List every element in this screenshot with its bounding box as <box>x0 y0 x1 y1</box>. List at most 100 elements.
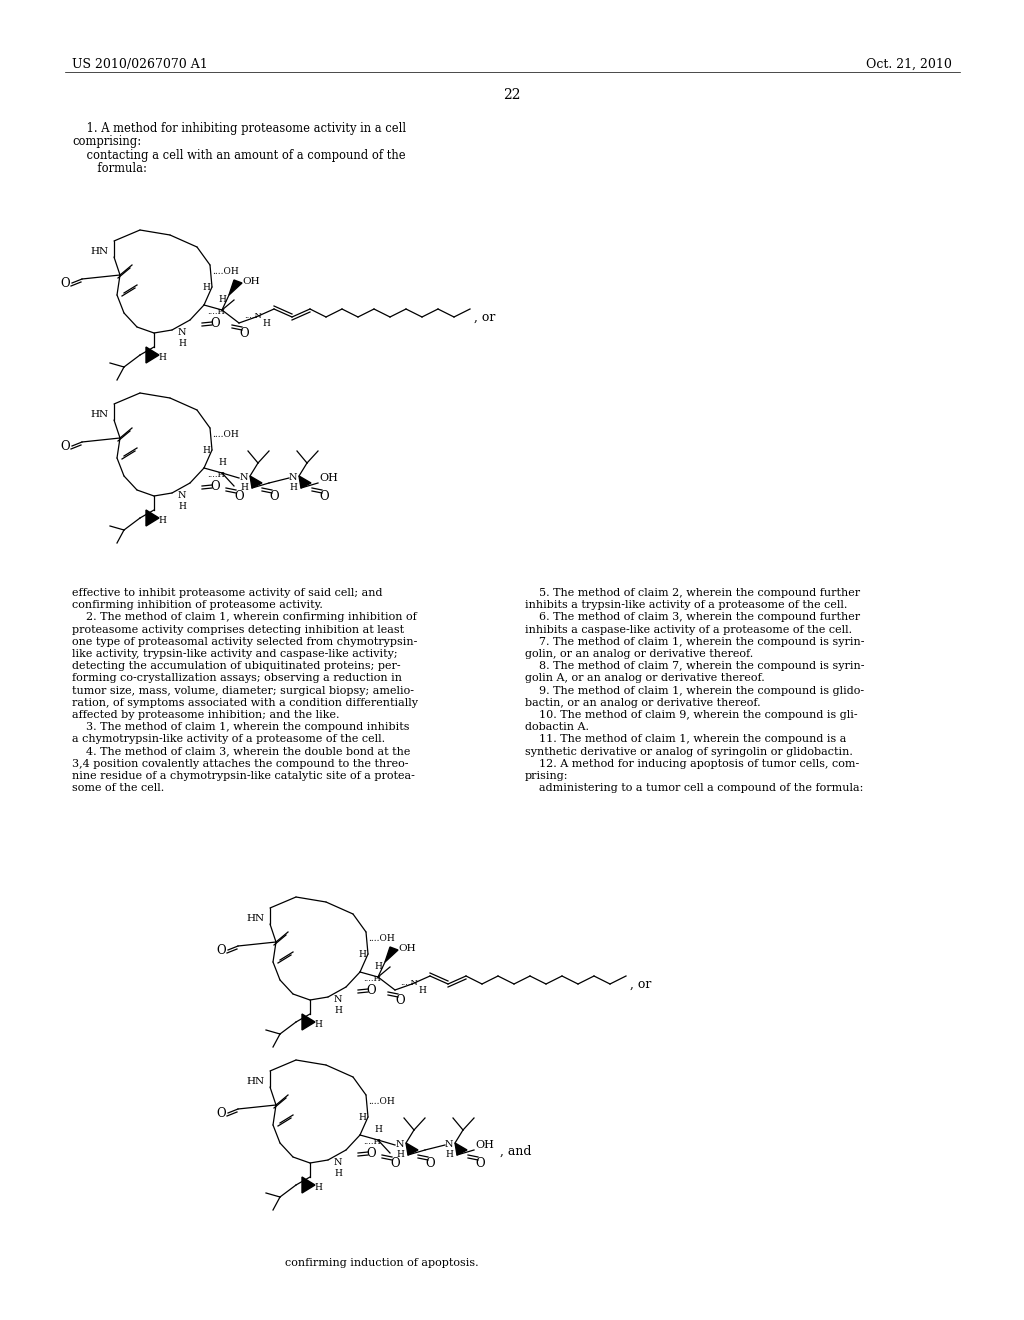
Text: one type of proteasomal activity selected from chymotrypsin-: one type of proteasomal activity selecte… <box>72 636 418 647</box>
Text: administering to a tumor cell a compound of the formula:: administering to a tumor cell a compound… <box>525 783 863 793</box>
Polygon shape <box>146 347 159 363</box>
Text: nine residue of a chymotrypsin-like catalytic site of a protea-: nine residue of a chymotrypsin-like cata… <box>72 771 415 781</box>
Text: O: O <box>239 327 249 341</box>
Text: confirming induction of apoptosis.: confirming induction of apoptosis. <box>285 1258 478 1269</box>
Text: H: H <box>218 294 226 304</box>
Text: H: H <box>445 1150 453 1159</box>
Text: ration, of symptoms associated with a condition differentially: ration, of symptoms associated with a co… <box>72 698 418 708</box>
Text: golin A, or an analog or derivative thereof.: golin A, or an analog or derivative ther… <box>525 673 765 684</box>
Text: O: O <box>60 440 70 453</box>
Text: H: H <box>418 986 426 995</box>
Text: prising:: prising: <box>525 771 568 781</box>
Text: inhibits a caspase-like activity of a proteasome of the cell.: inhibits a caspase-like activity of a pr… <box>525 624 852 635</box>
Text: O: O <box>390 1158 399 1170</box>
Text: OH: OH <box>475 1140 494 1150</box>
Text: H: H <box>202 446 210 455</box>
Text: H: H <box>358 950 366 960</box>
Text: Oct. 21, 2010: Oct. 21, 2010 <box>866 58 952 71</box>
Polygon shape <box>455 1143 467 1155</box>
Polygon shape <box>302 1177 315 1193</box>
Text: 3,4 position covalently attaches the compound to the threo-: 3,4 position covalently attaches the com… <box>72 759 409 768</box>
Text: N: N <box>445 1140 454 1148</box>
Polygon shape <box>250 477 262 488</box>
Text: H: H <box>202 282 210 292</box>
Text: , or: , or <box>630 978 651 991</box>
Polygon shape <box>406 1143 418 1155</box>
Text: ....N: ....N <box>400 979 418 987</box>
Text: OH: OH <box>319 473 338 483</box>
Text: O: O <box>234 490 244 503</box>
Text: dobactin A.: dobactin A. <box>525 722 589 733</box>
Text: O: O <box>319 490 329 503</box>
Text: forming co-crystallization assays; observing a reduction in: forming co-crystallization assays; obser… <box>72 673 402 684</box>
Text: a chymotrypsin-like activity of a proteasome of the cell.: a chymotrypsin-like activity of a protea… <box>72 734 385 744</box>
Text: N: N <box>240 473 249 482</box>
Text: N: N <box>178 327 186 337</box>
Text: 9. The method of claim 1, wherein the compound is glido-: 9. The method of claim 1, wherein the co… <box>525 685 864 696</box>
Text: H: H <box>334 1006 342 1015</box>
Text: 2. The method of claim 1, wherein confirming inhibition of: 2. The method of claim 1, wherein confir… <box>72 612 417 623</box>
Text: H: H <box>262 319 270 327</box>
Text: ....H: ....H <box>362 975 381 983</box>
Text: inhibits a trypsin-like activity of a proteasome of the cell.: inhibits a trypsin-like activity of a pr… <box>525 601 848 610</box>
Text: O: O <box>210 480 219 492</box>
Text: ....OH: ....OH <box>212 430 239 440</box>
Text: proteasome activity comprises detecting inhibition at least: proteasome activity comprises detecting … <box>72 624 404 635</box>
Text: H: H <box>240 483 248 492</box>
Text: 6. The method of claim 3, wherein the compound further: 6. The method of claim 3, wherein the co… <box>525 612 860 623</box>
Text: H: H <box>158 352 166 362</box>
Text: HN: HN <box>246 913 264 923</box>
Text: affected by proteasome inhibition; and the like.: affected by proteasome inhibition; and t… <box>72 710 340 719</box>
Text: N: N <box>334 1158 342 1167</box>
Text: N: N <box>334 995 342 1005</box>
Text: US 2010/0267070 A1: US 2010/0267070 A1 <box>72 58 208 71</box>
Text: HN: HN <box>246 1077 264 1086</box>
Text: HN: HN <box>90 411 109 418</box>
Text: 22: 22 <box>503 88 521 102</box>
Text: ....N: ....N <box>244 312 262 319</box>
Text: H: H <box>158 516 166 525</box>
Text: ....OH: ....OH <box>212 267 239 276</box>
Polygon shape <box>302 1014 315 1030</box>
Text: 3. The method of claim 1, wherein the compound inhibits: 3. The method of claim 1, wherein the co… <box>72 722 410 733</box>
Text: 12. A method for inducing apoptosis of tumor cells, com-: 12. A method for inducing apoptosis of t… <box>525 759 859 768</box>
Text: H: H <box>314 1183 322 1192</box>
Text: O: O <box>216 1107 225 1119</box>
Polygon shape <box>299 477 311 488</box>
Text: 8. The method of claim 7, wherein the compound is syrin-: 8. The method of claim 7, wherein the co… <box>525 661 864 671</box>
Text: effective to inhibit proteasome activity of said cell; and: effective to inhibit proteasome activity… <box>72 587 383 598</box>
Text: like activity, trypsin-like activity and caspase-like activity;: like activity, trypsin-like activity and… <box>72 649 397 659</box>
Text: O: O <box>366 1147 376 1160</box>
Text: N: N <box>396 1140 404 1148</box>
Text: some of the cell.: some of the cell. <box>72 783 164 793</box>
Text: N: N <box>178 491 186 500</box>
Text: O: O <box>216 944 225 957</box>
Text: O: O <box>425 1158 434 1170</box>
Text: HN: HN <box>90 247 109 256</box>
Text: H: H <box>374 962 382 972</box>
Text: H: H <box>289 483 297 492</box>
Text: H: H <box>334 1170 342 1177</box>
Text: formula:: formula: <box>72 162 146 176</box>
Text: 5. The method of claim 2, wherein the compound further: 5. The method of claim 2, wherein the co… <box>525 587 860 598</box>
Text: comprising:: comprising: <box>72 136 141 149</box>
Text: synthetic derivative or analog of syringolin or glidobactin.: synthetic derivative or analog of syring… <box>525 747 853 756</box>
Text: H: H <box>396 1150 403 1159</box>
Text: ....H: ....H <box>207 308 225 315</box>
Text: O: O <box>269 490 279 503</box>
Text: 10. The method of claim 9, wherein the compound is gli-: 10. The method of claim 9, wherein the c… <box>525 710 858 719</box>
Text: H: H <box>178 502 186 511</box>
Text: O: O <box>475 1158 484 1170</box>
Text: O: O <box>60 277 70 290</box>
Polygon shape <box>385 946 398 962</box>
Text: O: O <box>395 994 404 1007</box>
Text: golin, or an analog or derivative thereof.: golin, or an analog or derivative thereo… <box>525 649 754 659</box>
Text: N: N <box>289 473 298 482</box>
Text: confirming inhibition of proteasome activity.: confirming inhibition of proteasome acti… <box>72 601 323 610</box>
Text: OH: OH <box>242 277 260 286</box>
Text: 4. The method of claim 3, wherein the double bond at the: 4. The method of claim 3, wherein the do… <box>72 747 411 756</box>
Text: H: H <box>358 1113 366 1122</box>
Text: ....H: ....H <box>207 471 225 479</box>
Text: 11. The method of claim 1, wherein the compound is a: 11. The method of claim 1, wherein the c… <box>525 734 847 744</box>
Text: H: H <box>218 458 226 467</box>
